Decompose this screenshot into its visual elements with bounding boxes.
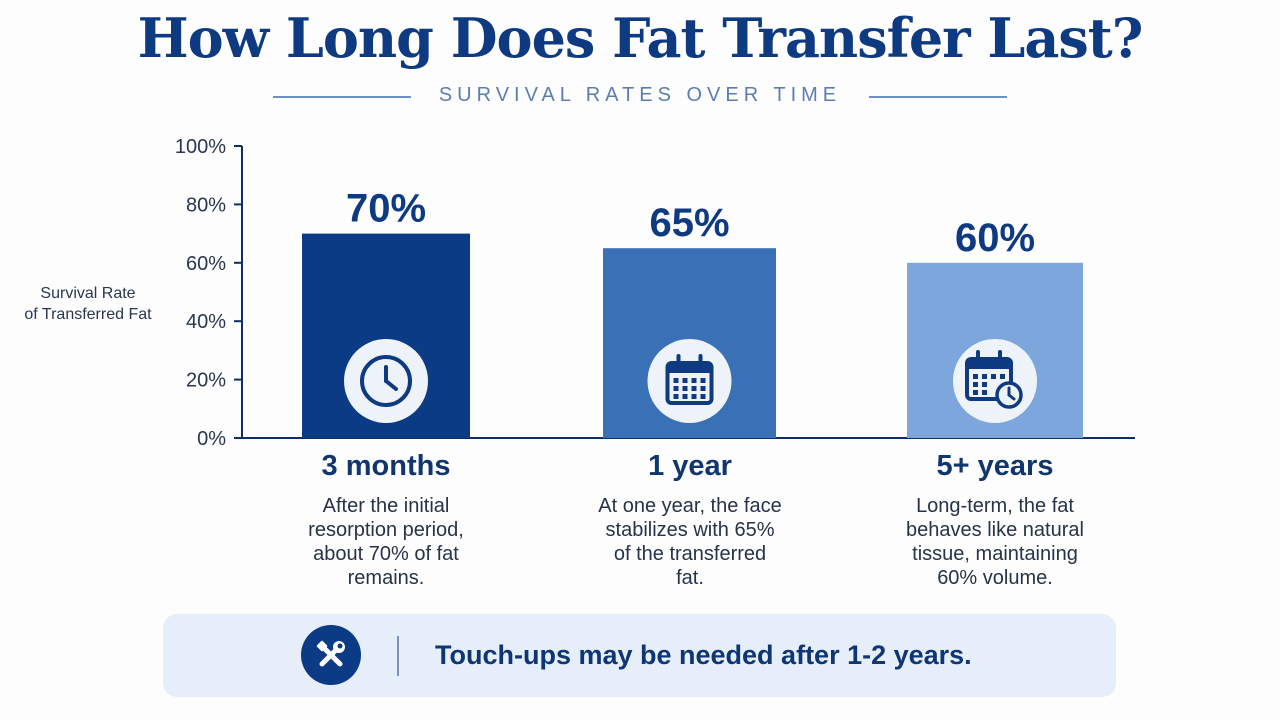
description-line: of the transferred <box>613 543 767 565</box>
bar-value-label: 65% <box>649 201 729 245</box>
description-line: tissue, maintaining <box>912 543 1078 565</box>
y-tick-label: 60% <box>186 253 226 275</box>
subtitle-rule-left <box>273 96 411 98</box>
y-tick-label: 0% <box>197 428 226 450</box>
description-line: remains. <box>347 567 425 589</box>
chart-subtitle: SURVIVAL RATES OVER TIME <box>438 84 842 106</box>
calendar-icon <box>647 339 732 423</box>
y-axis-label: Survival Rate of Transferred Fat <box>10 283 166 325</box>
description-line: about 70% of fat <box>313 543 459 565</box>
description-line: 60% volume. <box>937 567 1053 589</box>
subtitle-row: SURVIVAL RATES OVER TIME <box>0 84 1280 110</box>
category-description-3-months: After the initial resorption period, abo… <box>276 494 496 590</box>
bar-value-label: 70% <box>346 187 426 231</box>
category-label-3-months: 3 months <box>321 450 451 482</box>
description-line: stabilizes with 65% <box>605 519 775 541</box>
tools-icon <box>301 625 361 685</box>
description-line: fat. <box>676 567 704 589</box>
description-line: At one year, the face <box>598 495 782 517</box>
clock-icon <box>344 339 428 423</box>
touch-up-banner: Touch-ups may be needed after 1-2 years. <box>163 614 1116 697</box>
y-tick-label: 40% <box>186 311 226 333</box>
description-line: behaves like natural <box>906 519 1084 541</box>
chart-title: How Long Does Fat Transfer Last? <box>137 6 1144 70</box>
calendar-clock-icon <box>953 339 1037 423</box>
category-label-1-year: 1 year <box>648 450 732 482</box>
banner-text: Touch-ups may be needed after 1-2 years. <box>435 640 972 670</box>
category-description-5-plus-years: Long-term, the fat behaves like natural … <box>885 494 1105 590</box>
description-line: Long-term, the fat <box>916 495 1074 517</box>
bar-value-label: 60% <box>955 216 1035 260</box>
description-line: After the initial <box>322 495 450 517</box>
description-line: resorption period, <box>308 519 464 541</box>
y-axis-label-line-2: of Transferred Fat <box>24 306 152 323</box>
y-tick-label: 20% <box>186 370 226 392</box>
subtitle-rule-right <box>869 96 1007 98</box>
category-label-5-plus-years: 5+ years <box>936 450 1054 482</box>
y-tick-label: 80% <box>186 194 226 216</box>
y-axis-label-line-1: Survival Rate <box>40 285 136 302</box>
banner-divider <box>397 636 399 676</box>
y-tick-label: 100% <box>175 136 226 158</box>
category-description-1-year: At one year, the face stabilizes with 65… <box>580 494 800 590</box>
